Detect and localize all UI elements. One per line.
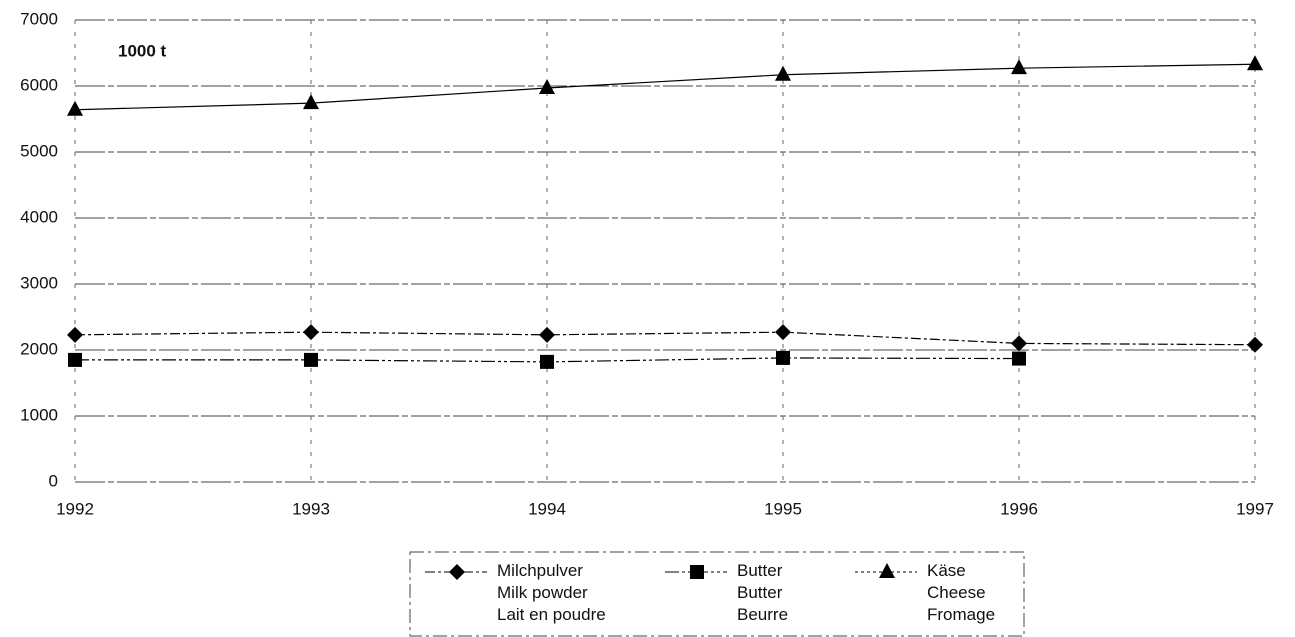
- marker: [776, 350, 790, 365]
- marker: [1011, 335, 1027, 352]
- marker: [1247, 336, 1263, 353]
- y-tick-label: 1000: [20, 405, 58, 424]
- x-tick-label: 1992: [56, 499, 94, 518]
- marker: [449, 564, 465, 580]
- unit-annotation: 1000 t: [118, 41, 167, 60]
- marker: [879, 563, 895, 578]
- x-tick-label: 1995: [764, 499, 802, 518]
- y-tick-label: 7000: [20, 9, 58, 28]
- marker: [540, 354, 554, 369]
- series-line: [74, 331, 1256, 346]
- y-tick-label: 4000: [20, 207, 58, 226]
- y-tick-label: 5000: [20, 141, 58, 160]
- y-tick-label: 6000: [20, 75, 58, 94]
- marker: [67, 326, 83, 343]
- marker: [690, 565, 704, 579]
- legend-label: Butter Butter Beurre: [737, 561, 788, 624]
- marker: [303, 94, 319, 110]
- x-tick-label: 1993: [292, 499, 330, 518]
- marker: [539, 326, 555, 343]
- y-tick-label: 2000: [20, 339, 58, 358]
- marker: [68, 352, 82, 367]
- y-tick-label: 3000: [20, 273, 58, 292]
- marker: [303, 324, 319, 341]
- marker: [1011, 59, 1027, 75]
- marker: [67, 100, 83, 116]
- legend-label: Milchpulver Milk powder Lait en poudre: [497, 561, 606, 624]
- legend-box: [409, 551, 1025, 637]
- marker: [304, 352, 318, 367]
- marker: [539, 78, 555, 94]
- marker: [1247, 55, 1263, 71]
- marker: [775, 324, 791, 341]
- x-tick-label: 1994: [528, 499, 566, 518]
- marker: [775, 65, 791, 81]
- legend-label: Käse Cheese Fromage: [927, 561, 995, 624]
- y-tick-label: 0: [49, 471, 58, 490]
- x-tick-label: 1997: [1236, 499, 1274, 518]
- marker: [1012, 351, 1026, 366]
- x-tick-label: 1996: [1000, 499, 1038, 518]
- series-line: [74, 63, 1256, 111]
